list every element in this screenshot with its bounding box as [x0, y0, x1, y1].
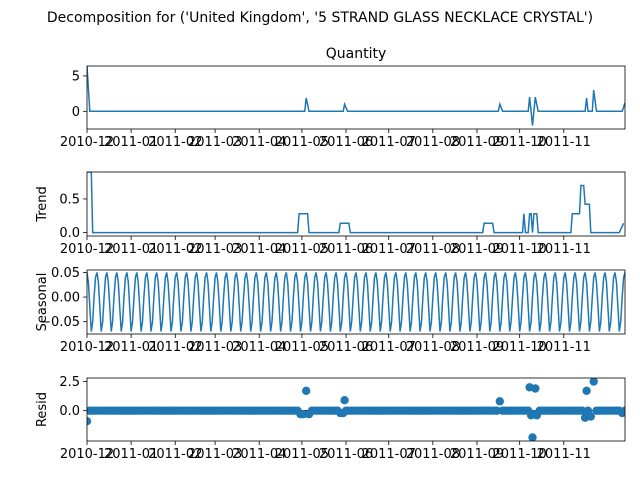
resid-outlier-point: [495, 397, 504, 406]
x-tick-label: 2011-07: [362, 447, 416, 462]
x-tick-label: 2011-10: [493, 340, 547, 355]
y-tick-label: 0.00: [51, 291, 80, 306]
x-tick-label: 2011-04: [232, 447, 286, 462]
panel-4: 2.50.02010-122011-012011-022011-032011-0…: [35, 375, 626, 462]
panel-title: Quantity: [326, 46, 387, 62]
x-tick-label: 2011-04: [232, 135, 286, 150]
x-tick-label: 2010-12: [60, 340, 114, 355]
x-tick-label: 2011-03: [188, 447, 242, 462]
x-tick-label: 2011-07: [362, 340, 416, 355]
x-tick-label: 2011-05: [275, 242, 329, 257]
x-tick-label: 2011-08: [406, 135, 460, 150]
x-tick-label: 2011-03: [188, 242, 242, 257]
x-tick-label: 2011-10: [493, 447, 547, 462]
x-tick-label: 2011-03: [188, 340, 242, 355]
x-tick-label: 2011-02: [148, 340, 202, 355]
y-tick-label: 0.5: [59, 192, 80, 207]
x-tick-label: 2011-07: [362, 135, 416, 150]
y-tick-label: 0.0: [59, 226, 80, 241]
x-tick-label: 2011-10: [493, 242, 547, 257]
series-line: [87, 172, 625, 234]
series-line: [87, 66, 625, 126]
seasonal-line: [87, 272, 625, 332]
y-tick-label: −0.05: [40, 315, 80, 330]
panel-3: 0.050.00−0.052010-122011-012011-022011-0…: [35, 266, 626, 355]
resid-outlier-point: [302, 386, 311, 395]
x-tick-label: 2011-09: [450, 340, 504, 355]
axes-frame: [86, 171, 626, 237]
panels: 052010-122011-012011-022011-032011-04201…: [35, 46, 626, 462]
x-tick-label: 2011-04: [232, 242, 286, 257]
x-tick-label: 2011-11: [537, 340, 591, 355]
x-tick-label: 2011-01: [104, 135, 158, 150]
resid-point: [586, 412, 595, 421]
x-tick-label: 2011-09: [450, 135, 504, 150]
x-tick-label: 2011-04: [232, 340, 286, 355]
y-tick-label: 2.5: [59, 375, 80, 390]
x-tick-label: 2011-05: [275, 447, 329, 462]
axes-frame: [86, 377, 626, 442]
x-tick-label: 2011-05: [275, 340, 329, 355]
y-axis-label: Resid: [35, 392, 50, 427]
figure-title: Decomposition for ('United Kingdom', '5 …: [47, 10, 593, 26]
resid-outlier-point: [87, 417, 92, 426]
x-tick-label: 2011-01: [104, 242, 158, 257]
panel-1: 052010-122011-012011-022011-032011-04201…: [60, 46, 626, 150]
x-tick-label: 2011-10: [493, 135, 547, 150]
residual-points: [87, 378, 625, 441]
axes-frame: [86, 65, 626, 130]
x-tick-label: 2011-11: [537, 447, 591, 462]
x-tick-label: 2011-01: [104, 447, 158, 462]
x-tick-label: 2011-07: [362, 242, 416, 257]
resid-outlier-point: [589, 378, 598, 386]
x-tick-label: 2011-09: [450, 447, 504, 462]
panel-2: 0.00.52010-122011-012011-022011-032011-0…: [35, 171, 626, 257]
x-tick-label: 2010-12: [60, 447, 114, 462]
y-tick-label: 5: [72, 69, 80, 84]
x-tick-label: 2011-09: [450, 242, 504, 257]
x-tick-label: 2011-02: [148, 242, 202, 257]
x-tick-label: 2011-06: [319, 242, 373, 257]
y-axis-label: Seasonal: [35, 273, 50, 332]
x-tick-label: 2011-02: [148, 447, 202, 462]
x-tick-label: 2011-11: [537, 135, 591, 150]
resid-outlier-point: [531, 384, 540, 393]
axes-frame: [86, 269, 626, 335]
x-tick-label: 2011-06: [319, 447, 373, 462]
y-axis-label: Trend: [35, 186, 50, 223]
x-tick-label: 2011-08: [406, 340, 460, 355]
resid-outlier-point: [528, 433, 537, 441]
x-tick-label: 2011-03: [188, 135, 242, 150]
y-tick-label: 0: [72, 105, 80, 120]
y-tick-label: 0.05: [51, 266, 80, 281]
x-tick-label: 2011-11: [537, 242, 591, 257]
x-tick-label: 2011-06: [319, 340, 373, 355]
x-tick-label: 2011-05: [275, 135, 329, 150]
x-tick-label: 2011-08: [406, 447, 460, 462]
y-tick-label: 0.0: [59, 404, 80, 419]
x-tick-label: 2011-08: [406, 242, 460, 257]
x-tick-label: 2010-12: [60, 135, 114, 150]
resid-point: [620, 406, 625, 415]
resid-outlier-point: [582, 386, 591, 395]
resid-outlier-point: [340, 396, 349, 405]
x-tick-label: 2011-01: [104, 340, 158, 355]
x-tick-label: 2010-12: [60, 242, 114, 257]
x-tick-label: 2011-02: [148, 135, 202, 150]
x-tick-label: 2011-06: [319, 135, 373, 150]
